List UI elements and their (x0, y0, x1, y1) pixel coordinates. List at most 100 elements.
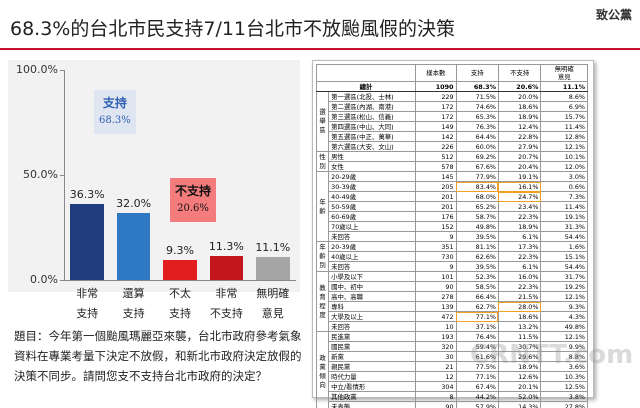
data-row: 40-49歲 201 68.0% 24.7% 7.3% (317, 191, 588, 202)
cell: 12.8% (540, 131, 588, 142)
cell: 12.4% (497, 121, 542, 132)
value-label: 11.1% (255, 240, 291, 254)
total-cell: 11.1% (540, 81, 588, 92)
cell: 3.0% (540, 171, 588, 182)
cell: 66.4% (455, 291, 499, 302)
cell: 62.7% (455, 301, 499, 312)
group-label: 教育程度 (315, 271, 330, 332)
cell: 49.8% (540, 321, 588, 332)
cell: 22.3% (497, 211, 542, 222)
chart-panel (8, 60, 300, 292)
x-axis (64, 280, 296, 281)
cell: 30 (415, 351, 457, 362)
cell: 65.3% (455, 111, 499, 122)
cell: 6.1% (497, 231, 542, 242)
y-tick-label: 0.0% (30, 273, 58, 286)
group-label: 年齡 (315, 171, 330, 242)
header-row: 樣本數 支持 不支持 無明確 意見 (315, 64, 588, 82)
row-label: 50-59歲 (328, 201, 417, 212)
cell: 54.4% (540, 261, 588, 272)
cell: 10.1% (540, 151, 588, 162)
annotation-label: 支持 (102, 96, 127, 110)
logo: 致公黨 (595, 8, 632, 22)
cell: 4.3% (540, 311, 588, 322)
cell: 69.2% (455, 151, 499, 162)
cell: 9 (415, 261, 457, 272)
cell: 16.0% (497, 271, 542, 282)
cell: 58.7% (455, 211, 499, 222)
question: 題目：今年第一個颱風瑪麗亞來襲，台北市政府參考氣象資料在專業考量下決定不放假，和… (14, 329, 302, 383)
cell: 22.3% (497, 251, 542, 262)
cell: 31.3% (540, 221, 588, 232)
data-row: 年齡別 20-39歲 351 81.1% 17.3% 1.6% (315, 241, 588, 272)
data-row: 教育程度 小學及以下 101 52.3% 16.0% 31.7% (315, 271, 588, 332)
row-label: 40歲以上 (328, 251, 417, 262)
row-label: 民進黨 (328, 331, 417, 342)
y-tick (60, 280, 64, 281)
cell: 12.1% (540, 141, 588, 152)
data-row: 時代力量 12 77.1% 12.6% 10.3% (317, 371, 588, 382)
bar (163, 260, 197, 280)
cell: 14.3% (497, 401, 542, 408)
row-label: 女性 (328, 161, 417, 172)
cell: 142 (415, 131, 457, 142)
cell: 10 (415, 321, 457, 332)
data-row: 40歲以上 730 62.6% 22.3% 15.1% (317, 251, 588, 262)
cell: 39.5% (455, 231, 499, 242)
cell: 226 (415, 141, 457, 152)
crosstab: 樣本數 支持 不支持 無明確 意見 總計 1090 68.3% 20.6% 11.1% 選舉區 第一… (315, 64, 588, 408)
cell: 12.1% (540, 291, 588, 302)
cell: 52.3% (455, 271, 499, 282)
cell: 54.4% (540, 231, 588, 242)
cell: 83.4% (455, 181, 499, 192)
cell: 229 (415, 91, 457, 102)
data-row: 第三選區(松山、信義) 172 65.3% 18.9% 15.7% (317, 111, 588, 122)
row-label: 國民黨 (328, 341, 417, 352)
cell: 172 (415, 111, 457, 122)
data-row: 高中、高職 278 66.4% 21.5% 12.1% (317, 291, 588, 302)
cell: 16.1% (497, 181, 542, 192)
row-label: 其他政黨 (328, 391, 417, 402)
cell: 201 (415, 191, 457, 202)
cell: 9 (415, 231, 457, 242)
cell: 176 (415, 211, 457, 222)
cell: 15.1% (540, 251, 588, 262)
row-label: 時代力量 (328, 371, 417, 382)
total-row: 總計 1090 68.3% 20.6% 11.1% (315, 81, 588, 92)
cell: 201 (415, 201, 457, 212)
cell: 578 (415, 161, 457, 172)
cell: 17.3% (497, 241, 542, 252)
cell: 67.6% (455, 161, 499, 172)
data-row: 第四選區(中山、大同) 149 76.3% 12.4% 11.4% (317, 121, 588, 132)
cell: 49.8% (455, 221, 499, 232)
cell: 65.2% (455, 201, 499, 212)
data-row: 大學及以上 472 77.1% 18.6% 4.3% (317, 311, 588, 322)
cell: 19.2% (540, 281, 588, 292)
watermark: CRNTT.com (470, 340, 634, 370)
cell: 0.6% (540, 181, 588, 192)
cell: 90 (415, 401, 457, 408)
total-cell: 20.6% (497, 81, 542, 92)
table-box: 樣本數 支持 不支持 無明確 意見 總計 1090 68.3% 20.6% 11.1% 選舉區 第一… (312, 60, 594, 408)
data-row: 未回答 9 39.5% 6.1% 54.4% (317, 231, 588, 242)
data-row: 未回答 9 39.5% 6.1% 54.4% (317, 261, 588, 272)
cell: 90 (415, 281, 457, 292)
cell: 11.4% (540, 121, 588, 132)
row-label: 未表態 (328, 401, 417, 408)
annotation: 不支持 20.6% (170, 178, 217, 222)
cell: 37.1% (455, 321, 499, 332)
total-cell: 1090 (415, 81, 457, 92)
row-label: 專科 (328, 301, 417, 312)
cell: 145 (415, 171, 457, 182)
cell: 152 (415, 221, 457, 232)
cell: 27.8% (540, 401, 588, 408)
cell: 22.8% (497, 131, 542, 142)
cell: 21 (415, 361, 457, 372)
header-blank (315, 64, 417, 82)
data-row: 未回答 10 37.1% 13.2% 49.8% (317, 321, 588, 332)
row-label: 第二選區(內湖、南港) (328, 101, 417, 112)
x-tick-label: 非常 不支持 (209, 287, 243, 320)
cell: 20.1% (497, 381, 542, 392)
cell: 20.4% (497, 161, 542, 172)
